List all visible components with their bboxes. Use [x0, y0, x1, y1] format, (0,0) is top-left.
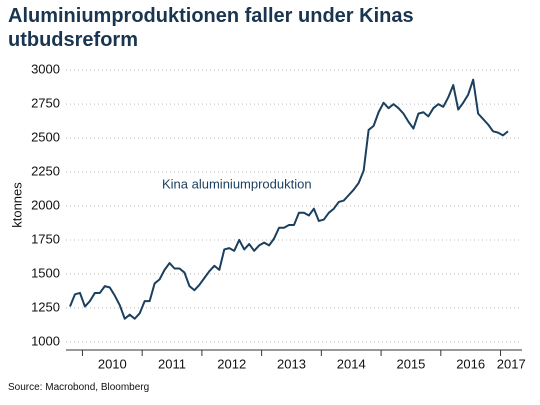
- x-tick-label: 2014: [337, 356, 366, 371]
- y-tick-label: 1000: [31, 333, 60, 348]
- y-tick-label: 2000: [31, 197, 60, 212]
- y-tick-label: 1250: [31, 299, 60, 314]
- x-tick-label: 2012: [217, 356, 246, 371]
- line: [69, 78, 509, 320]
- x-tick-label: 2015: [396, 356, 425, 371]
- source: Source: Macrobond, Bloomberg: [8, 382, 150, 393]
- x-tick-label: 2010: [98, 356, 127, 371]
- y-axis-label: ktonnes: [9, 182, 24, 228]
- y-tick-label: 3000: [31, 62, 60, 77]
- x-tick-label: 2016: [456, 356, 485, 371]
- x-tick-label: 2013: [277, 356, 306, 371]
- x-tick-label: 2017: [497, 356, 526, 371]
- chart-title: Aluminiumproduktionen faller under Kinas…: [8, 5, 414, 51]
- annotation: Kina aluminiumproduktion: [162, 176, 312, 191]
- y-tick-label: 2250: [31, 163, 60, 178]
- y-tick-label: 1750: [31, 231, 60, 246]
- y-tick-label: 2750: [31, 96, 60, 111]
- y-tick-label: 2500: [31, 130, 60, 145]
- x-tick-label: 2011: [158, 356, 186, 371]
- y-tick-label: 1500: [31, 265, 60, 280]
- chart: Kina aluminiumproduktion ktonnes 1000 125…: [9, 62, 526, 372]
